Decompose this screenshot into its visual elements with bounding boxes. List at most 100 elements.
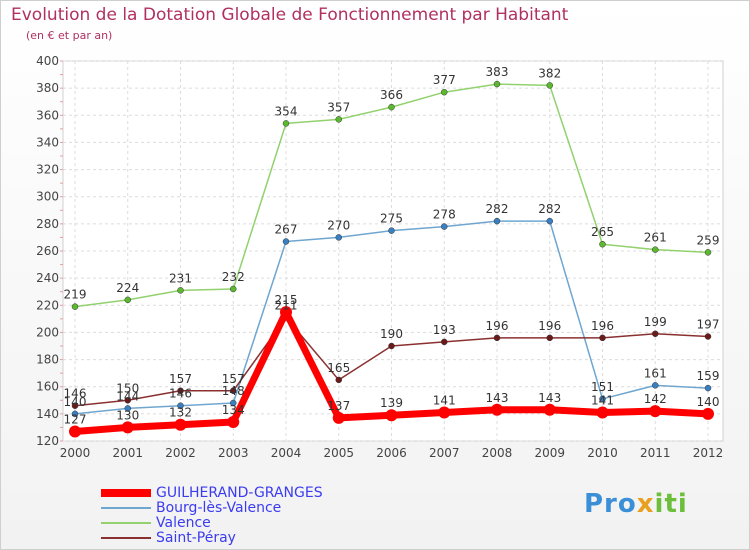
data-label: 143 <box>538 391 561 405</box>
data-point <box>121 421 134 434</box>
y-tick-label: 200 <box>36 325 59 339</box>
data-label: 278 <box>433 208 456 222</box>
data-label: 357 <box>327 100 350 114</box>
data-point <box>599 334 606 342</box>
data-point <box>493 217 501 225</box>
data-point <box>71 402 79 409</box>
data-point <box>596 406 609 419</box>
data-label: 193 <box>433 323 456 337</box>
data-label: 140 <box>697 395 720 409</box>
data-point <box>335 116 342 123</box>
x-tick-label: 2005 <box>323 446 354 460</box>
data-point <box>543 403 556 416</box>
logo-part-x: x <box>636 489 655 519</box>
x-tick-label: 2004 <box>271 446 302 460</box>
data-label: 224 <box>116 281 139 295</box>
data-point <box>704 249 712 256</box>
data-point <box>388 227 395 234</box>
data-label: 143 <box>486 391 509 405</box>
data-point <box>71 303 79 310</box>
data-point <box>177 402 184 409</box>
data-label: 146 <box>169 387 192 401</box>
data-point <box>174 418 187 431</box>
data-point <box>69 425 81 438</box>
x-tick-label: 2002 <box>165 446 196 460</box>
data-label: 259 <box>697 233 720 247</box>
data-label: 231 <box>169 271 192 285</box>
data-point <box>230 399 237 407</box>
y-tick-label: 180 <box>36 353 59 367</box>
data-label: 150 <box>116 381 139 395</box>
data-point <box>335 376 342 384</box>
data-point <box>652 246 659 253</box>
logo-part-pro: Pro <box>584 489 637 519</box>
data-point <box>493 80 501 88</box>
data-label: 282 <box>538 202 561 216</box>
data-point <box>177 387 184 395</box>
data-label: 219 <box>64 288 87 302</box>
legend-swatch <box>101 507 151 509</box>
data-point <box>282 238 290 245</box>
x-tick-label: 2001 <box>112 446 143 460</box>
y-tick-label: 300 <box>36 190 59 204</box>
legend-swatch <box>101 522 151 524</box>
data-label: 159 <box>697 369 720 383</box>
data-point <box>71 410 79 418</box>
y-tick-label: 400 <box>36 54 59 68</box>
data-label: 139 <box>380 396 403 410</box>
legend-label: GUILHERAND-GRANGES <box>156 485 323 501</box>
legend-swatch <box>101 537 151 539</box>
data-point <box>493 334 501 342</box>
x-tick-label: 2000 <box>60 446 91 460</box>
data-point <box>282 120 290 127</box>
x-tick-label: 2011 <box>640 446 671 460</box>
data-label: 127 <box>64 413 87 427</box>
data-label: 267 <box>275 223 298 237</box>
legend-label: Saint-Péray <box>156 530 236 546</box>
y-tick-label: 280 <box>36 217 59 231</box>
data-point <box>280 306 292 319</box>
data-label: 199 <box>644 315 667 329</box>
data-label: 275 <box>380 212 403 226</box>
proxiti-logo: Proxiti <box>584 489 688 519</box>
x-tick-label: 2010 <box>587 446 618 460</box>
data-point <box>652 330 659 338</box>
data-point <box>441 88 448 96</box>
legend-label: Bourg-lès-Valence <box>156 500 282 516</box>
data-label: 265 <box>591 225 614 239</box>
x-tick-label: 2007 <box>429 446 460 460</box>
data-label: 232 <box>222 270 245 284</box>
data-label: 383 <box>486 65 509 79</box>
data-point <box>124 296 131 304</box>
x-tick-label: 2006 <box>376 446 407 460</box>
data-label: 141 <box>591 394 614 408</box>
data-label: 137 <box>327 399 350 413</box>
y-tick-label: 240 <box>36 271 59 285</box>
data-label: 354 <box>275 104 298 118</box>
data-label: 215 <box>275 293 298 307</box>
data-point <box>385 409 398 422</box>
data-point <box>388 103 395 111</box>
data-label: 151 <box>591 380 614 394</box>
x-tick-label: 2012 <box>693 446 724 460</box>
data-label: 157 <box>169 372 192 386</box>
data-point <box>124 405 131 412</box>
data-point <box>335 234 342 241</box>
y-tick-label: 320 <box>36 163 59 177</box>
legend-label: Valence <box>156 515 211 531</box>
y-tick-label: 140 <box>36 407 59 421</box>
data-point <box>702 407 714 420</box>
data-label: 197 <box>697 318 720 332</box>
data-label: 270 <box>327 218 350 232</box>
data-label: 196 <box>591 319 614 333</box>
data-point <box>441 223 448 230</box>
data-label: 196 <box>486 319 509 333</box>
data-point <box>441 338 448 346</box>
data-label: 134 <box>222 403 245 417</box>
y-tick-label: 120 <box>36 434 59 448</box>
data-point <box>546 217 553 225</box>
data-label: 261 <box>644 231 667 245</box>
data-label: 211 <box>275 299 298 313</box>
